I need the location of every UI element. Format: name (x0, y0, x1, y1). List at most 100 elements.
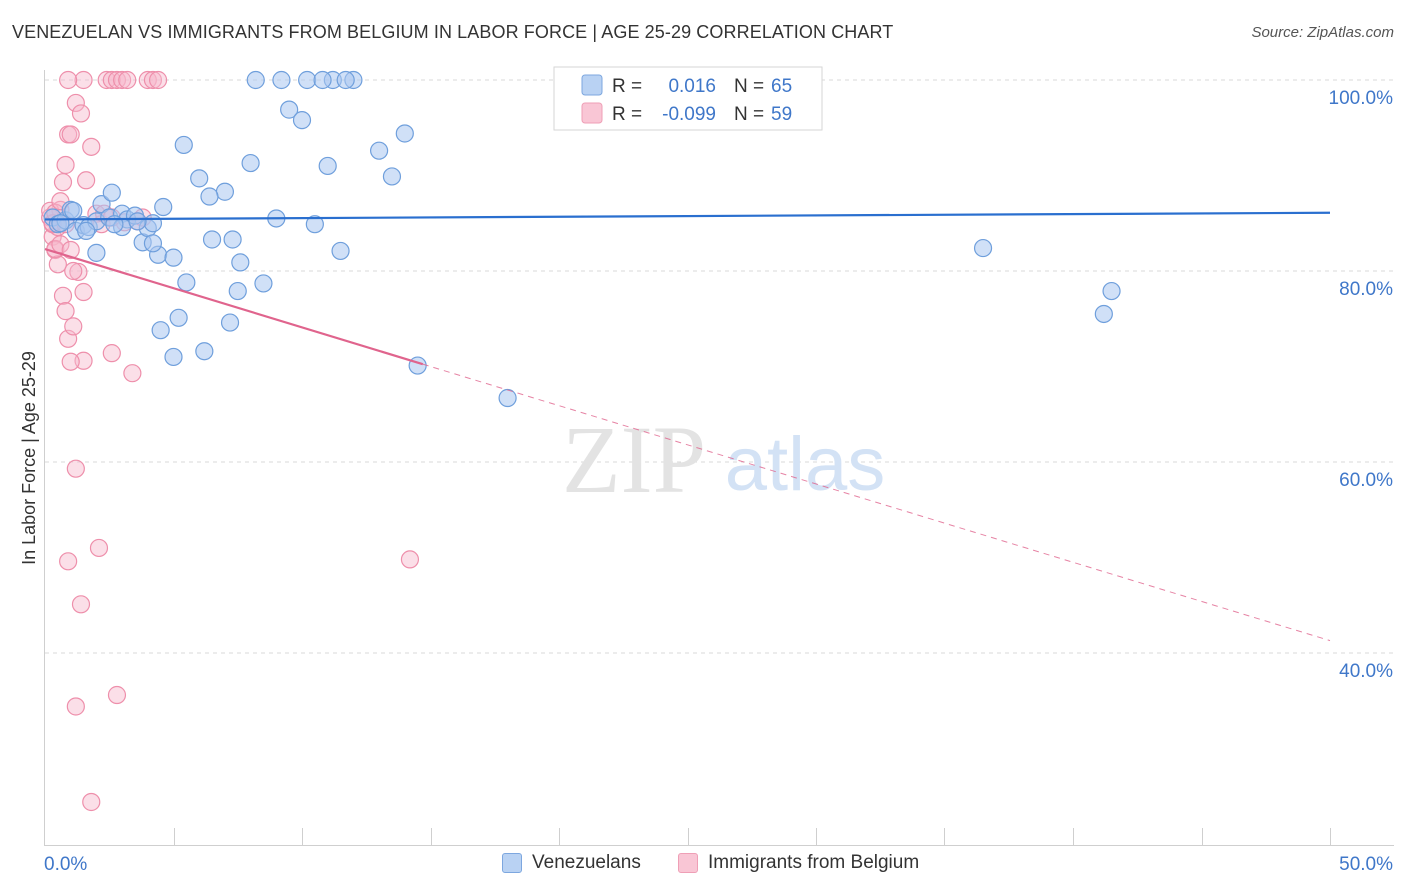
venezuelan-point (241, 153, 260, 173)
venezuelan-point (64, 201, 83, 220)
legend-swatch-belgium (678, 853, 698, 873)
series-legend: Venezuelans Immigrants from Belgium (0, 852, 1406, 878)
venezuelan-point (370, 141, 389, 160)
venezuelan-point (215, 182, 234, 201)
venezuelan-point (305, 215, 324, 234)
belgium-point (61, 352, 80, 371)
venezuelan-point (174, 135, 193, 155)
belgium-point (74, 282, 93, 302)
venezuelan-point (220, 313, 240, 332)
venezuelan-point (408, 356, 427, 375)
legend-label-belgium: Immigrants from Belgium (708, 852, 920, 873)
legend-n-label-blue: N = (734, 76, 764, 97)
belgium-point (71, 104, 91, 123)
legend-r-value-blue: 0.016 (668, 76, 716, 97)
venezuelan-point (498, 388, 517, 408)
belgium-point (107, 70, 127, 90)
legend-label-venezuelans: Venezuelans (532, 852, 641, 873)
venezuelan-point (143, 234, 163, 253)
venezuelan-point (151, 321, 170, 340)
belgium-point (77, 171, 96, 190)
trend-line-pink (44, 247, 424, 366)
legend-swatch-pink (581, 102, 603, 124)
belgium-point (64, 261, 83, 281)
venezuelan-point (92, 195, 111, 214)
belgium-point (74, 70, 93, 90)
venezuelan-point (331, 241, 350, 261)
legend-item-belgium: Immigrants from Belgium (678, 852, 919, 874)
legend-swatch-blue (581, 74, 603, 96)
legend-item-venezuelans: Venezuelans (502, 852, 641, 874)
venezuelan-point (128, 212, 147, 231)
belgium-point (82, 792, 101, 812)
legend-r-label-pink: R = (612, 104, 642, 125)
belgium-point (89, 538, 109, 558)
venezuelan-point (292, 111, 312, 130)
x-tick-label: 0.0% (44, 854, 87, 875)
belgium-point (61, 125, 80, 144)
belgium-point (53, 173, 73, 192)
legend-n-value-blue: 65 (771, 76, 792, 97)
venezuelan-point (246, 70, 265, 90)
watermark: ZIP atlas (562, 406, 885, 513)
belgium-point (112, 70, 132, 90)
belgium-point (53, 286, 73, 305)
venezuelan-point (272, 70, 291, 90)
venezuelan-point (313, 70, 332, 90)
venezuelan-point (202, 230, 222, 249)
venezuelan-point (190, 169, 209, 188)
venezuelan-point (77, 221, 96, 240)
correlation-legend: R = 0.016 N = 65 R = -0.099 N = 59 (553, 66, 823, 131)
belgium-point (74, 351, 93, 370)
belgium-point (56, 302, 75, 321)
axes (44, 70, 1394, 846)
venezuelan-point (973, 238, 993, 258)
belgium-point (69, 262, 88, 282)
y-tick-label: 80.0% (1339, 279, 1393, 300)
venezuelan-point (228, 281, 247, 301)
belgium-point (97, 70, 116, 90)
y-tick-labels: 100.0% 80.0% 60.0% 40.0% (1329, 88, 1394, 682)
belgium-point (138, 70, 157, 90)
venezuelan-point (1102, 281, 1121, 301)
venezuelan-point (177, 273, 196, 292)
venezuelan-point (298, 70, 317, 90)
belgium-points (41, 70, 420, 812)
belgium-point (48, 255, 67, 274)
y-tick-label: 60.0% (1339, 470, 1393, 491)
venezuelan-point (200, 187, 219, 206)
x-tick-label: 50.0% (1339, 854, 1393, 875)
venezuelan-point (51, 214, 70, 233)
watermark-atlas: atlas (725, 422, 886, 507)
belgium-point (56, 155, 75, 175)
trend-lines (44, 211, 1331, 642)
belgium-point (66, 93, 85, 113)
venezuelan-point (195, 342, 214, 361)
belgium-point (66, 697, 85, 716)
watermark-zip: ZIP (562, 406, 706, 513)
venezuelan-point (336, 70, 355, 90)
belgium-point (59, 70, 78, 90)
belgium-point (71, 595, 91, 614)
belgium-point (102, 344, 121, 363)
belgium-point (107, 685, 127, 705)
venezuelan-point (280, 100, 299, 119)
venezuelan-point (1094, 304, 1113, 324)
legend-n-label-pink: N = (734, 104, 764, 125)
venezuelan-point (254, 274, 273, 293)
y-axis-label: In Labor Force | Age 25-29 (19, 351, 39, 565)
venezuelan-point (143, 214, 163, 233)
belgium-point (82, 137, 101, 156)
belgium-point (61, 240, 80, 260)
venezuelan-point (164, 347, 183, 367)
venezuelan-point (102, 183, 121, 202)
belgium-point (66, 459, 85, 478)
belgium-point (118, 70, 137, 90)
venezuelan-point (223, 230, 242, 249)
legend-n-value-pink: 59 (771, 104, 792, 125)
legend-r-label-blue: R = (612, 76, 642, 97)
source-credit: Source: ZipAtlas.com (1251, 24, 1394, 41)
venezuelan-point (154, 197, 173, 217)
venezuelan-point (87, 243, 106, 262)
